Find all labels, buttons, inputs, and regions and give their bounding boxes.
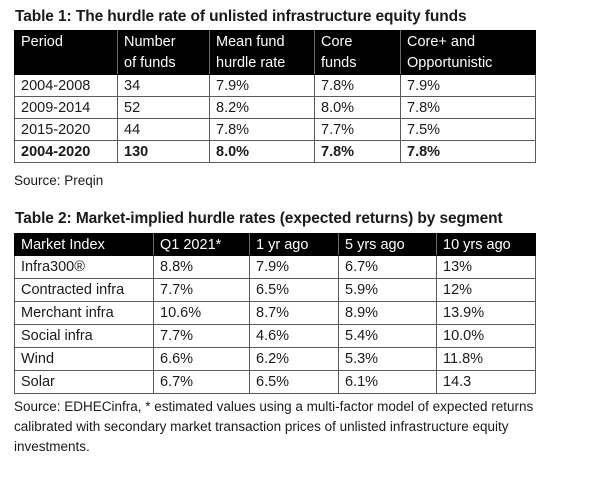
table1-header-row: Period Number of funds Mean fund hurdle ra… bbox=[14, 30, 536, 75]
table-cell: 8.2% bbox=[209, 96, 315, 119]
table1-header-period: Period bbox=[14, 30, 118, 75]
table-cell: 5.9% bbox=[338, 278, 437, 302]
table-cell: 5.3% bbox=[338, 347, 437, 371]
table-cell: Solar bbox=[14, 370, 154, 394]
table-cell: 7.8% bbox=[400, 140, 536, 163]
table-cell: Infra300® bbox=[14, 255, 154, 279]
table2-header-5-yrs-ago: 5 yrs ago bbox=[338, 233, 437, 256]
table-cell: 7.8% bbox=[209, 118, 315, 141]
table-row: Social infra 7.7% 4.6% 5.4% 10.0% bbox=[14, 324, 536, 348]
table-cell: 6.5% bbox=[249, 370, 339, 394]
table-cell: 8.0% bbox=[209, 140, 315, 163]
table-cell: 7.9% bbox=[209, 74, 315, 97]
table-cell: 8.0% bbox=[314, 96, 401, 119]
table-cell: 34 bbox=[117, 74, 210, 97]
table1-header-core-funds: Core funds bbox=[314, 30, 401, 75]
table-row: Solar 6.7% 6.5% 6.1% 14.3 bbox=[14, 370, 536, 394]
table1-title: Table 1: The hurdle rate of unlisted inf… bbox=[15, 8, 467, 25]
table-cell: Wind bbox=[14, 347, 154, 371]
table-cell: 6.2% bbox=[249, 347, 339, 371]
table-cell: 12% bbox=[436, 278, 536, 302]
table-cell: 8.8% bbox=[153, 255, 250, 279]
table-row: 2015-2020 44 7.8% 7.7% 7.5% bbox=[14, 118, 536, 141]
table-cell: 6.7% bbox=[338, 255, 437, 279]
table2-header-1-yr-ago: 1 yr ago bbox=[249, 233, 339, 256]
table1-total-row: 2004-2020 130 8.0% 7.8% 7.8% bbox=[14, 140, 536, 163]
table2-header-q1-2021: Q1 2021* bbox=[153, 233, 250, 256]
table-cell: 52 bbox=[117, 96, 210, 119]
table-cell: 13.9% bbox=[436, 301, 536, 325]
table-cell: 6.1% bbox=[338, 370, 437, 394]
table-cell: 8.7% bbox=[249, 301, 339, 325]
table-row: 2004-2008 34 7.9% 7.8% 7.9% bbox=[14, 74, 536, 97]
table-cell: 7.7% bbox=[314, 118, 401, 141]
table1-header-mean-hurdle-rate: Mean fund hurdle rate bbox=[209, 30, 315, 75]
table-cell: 2015-2020 bbox=[14, 118, 118, 141]
table-cell: 7.9% bbox=[249, 255, 339, 279]
table-row: Contracted infra 7.7% 6.5% 5.9% 12% bbox=[14, 278, 536, 302]
table-cell: 7.7% bbox=[153, 324, 250, 348]
table-cell: Merchant infra bbox=[14, 301, 154, 325]
table-row: Merchant infra 10.6% 8.7% 8.9% 13.9% bbox=[14, 301, 536, 325]
table-cell: 7.8% bbox=[400, 96, 536, 119]
table-cell: 6.7% bbox=[153, 370, 250, 394]
table1-header-number-of-funds: Number of funds bbox=[117, 30, 210, 75]
table-cell: 7.8% bbox=[314, 74, 401, 97]
table-cell: 2004-2008 bbox=[14, 74, 118, 97]
table-cell: 13% bbox=[436, 255, 536, 279]
table-cell: 7.7% bbox=[153, 278, 250, 302]
table-cell: 5.4% bbox=[338, 324, 437, 348]
table2-header-row: Market Index Q1 2021* 1 yr ago 5 yrs ago… bbox=[14, 233, 536, 256]
table-cell: 7.8% bbox=[314, 140, 401, 163]
table2-source-note: Source: EDHECinfra, * estimated values u… bbox=[14, 399, 534, 454]
table-cell: 7.9% bbox=[400, 74, 536, 97]
table-cell: 6.6% bbox=[153, 347, 250, 371]
table-cell: 2009-2014 bbox=[14, 96, 118, 119]
table-row: 2009-2014 52 8.2% 8.0% 7.8% bbox=[14, 96, 536, 119]
table-cell: 8.9% bbox=[338, 301, 437, 325]
table-row: Wind 6.6% 6.2% 5.3% 11.8% bbox=[14, 347, 536, 371]
table2-header-10-yrs-ago: 10 yrs ago bbox=[436, 233, 536, 256]
table-cell: 10.0% bbox=[436, 324, 536, 348]
table-cell: 4.6% bbox=[249, 324, 339, 348]
table-cell: 11.8% bbox=[436, 347, 536, 371]
table-cell: Social infra bbox=[14, 324, 154, 348]
table-cell: 6.5% bbox=[249, 278, 339, 302]
table-row: Infra300® 8.8% 7.9% 6.7% 13% bbox=[14, 255, 536, 279]
table-cell: 14.3 bbox=[436, 370, 536, 394]
market-implied-hurdle-table: Market Index Q1 2021* 1 yr ago 5 yrs ago… bbox=[14, 233, 536, 394]
table-cell: 2004-2020 bbox=[14, 140, 118, 163]
table-cell: 44 bbox=[117, 118, 210, 141]
table-cell: 10.6% bbox=[153, 301, 250, 325]
table2-header-market-index: Market Index bbox=[14, 233, 154, 256]
table2-title: Table 2: Market-implied hurdle rates (ex… bbox=[15, 210, 503, 227]
table1-source-note: Source: Preqin bbox=[14, 173, 104, 188]
table-cell: 7.5% bbox=[400, 118, 536, 141]
hurdle-rate-table: Period Number of funds Mean fund hurdle ra… bbox=[14, 30, 536, 163]
table-cell: Contracted infra bbox=[14, 278, 154, 302]
table-cell: 130 bbox=[117, 140, 210, 163]
table1-header-core-plus-opportunistic: Core+ and Opportunistic bbox=[400, 30, 536, 75]
